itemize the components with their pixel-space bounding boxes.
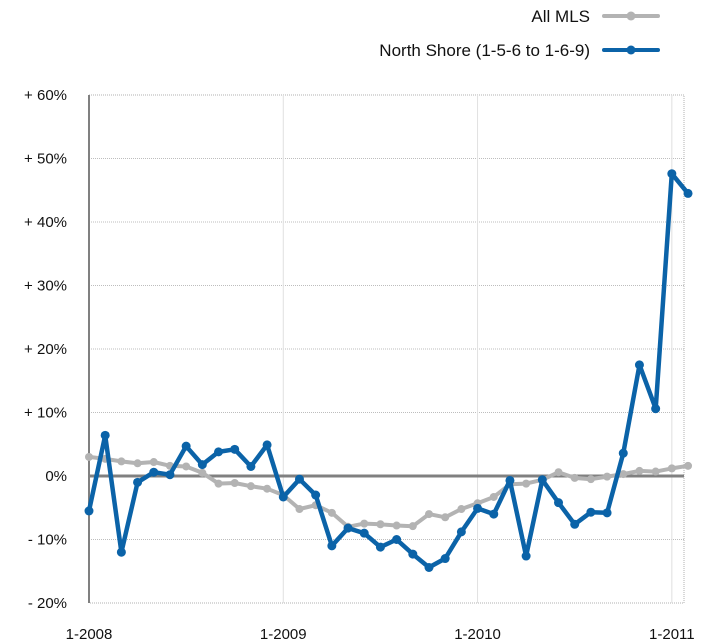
data-point-north-shore [667, 169, 677, 179]
series-line-north-shore [86, 171, 691, 570]
data-point-north-shore [634, 360, 644, 370]
y-tick-label: + 50% [24, 151, 67, 168]
data-point-north-shore [440, 554, 450, 564]
data-point-all-mls [263, 484, 272, 493]
data-point-north-shore [214, 447, 224, 457]
data-point-north-shore [537, 475, 547, 485]
data-point-north-shore [246, 461, 256, 471]
x-tick-label: 1-2008 [66, 626, 113, 643]
data-point-north-shore [100, 430, 110, 440]
data-point-all-mls [149, 458, 158, 467]
data-point-north-shore [456, 527, 466, 537]
data-point-north-shore [570, 519, 580, 529]
data-point-north-shore [311, 490, 321, 500]
data-point-north-shore [294, 474, 304, 484]
series-group [84, 169, 693, 572]
data-point-all-mls [198, 468, 207, 477]
data-point-north-shore [343, 523, 353, 533]
series-line-all-mls [87, 454, 690, 529]
data-point-all-mls [424, 510, 433, 519]
data-point-north-shore [84, 506, 94, 516]
y-tick-label: + 60% [24, 87, 67, 104]
legend-marker-north-shore [626, 45, 636, 55]
data-point-north-shore [149, 467, 159, 477]
data-point-north-shore [618, 448, 628, 458]
data-point-all-mls [457, 505, 466, 514]
data-point-north-shore [116, 547, 126, 557]
horizontal-gridlines [89, 158, 684, 540]
data-point-all-mls [376, 520, 385, 529]
data-point-north-shore [165, 470, 175, 480]
y-tick-label: + 10% [24, 405, 67, 422]
data-point-all-mls [570, 473, 579, 482]
legend-marker-all-mls [626, 11, 636, 21]
data-point-north-shore [683, 188, 693, 198]
y-tick-label: - 10% [28, 532, 67, 549]
data-point-all-mls [246, 482, 255, 491]
data-point-all-mls [295, 505, 304, 514]
data-point-north-shore [505, 475, 515, 485]
data-point-all-mls [684, 461, 693, 470]
data-point-north-shore [230, 444, 240, 454]
data-point-all-mls [441, 513, 450, 522]
y-tick-label: + 30% [24, 278, 67, 295]
data-point-north-shore [359, 528, 369, 538]
plot-frame [88, 94, 685, 604]
data-point-all-mls [619, 470, 628, 479]
data-point-north-shore [278, 492, 288, 502]
data-point-north-shore [651, 404, 661, 414]
data-point-all-mls [85, 452, 93, 461]
data-point-all-mls [489, 492, 498, 501]
data-point-all-mls [635, 466, 644, 475]
x-tick-label: 1-2011 [649, 626, 695, 643]
data-point-all-mls [586, 475, 595, 484]
data-point-all-mls [651, 467, 660, 476]
data-point-north-shore [197, 460, 207, 470]
x-tick-label: 1-2009 [260, 626, 307, 643]
data-point-north-shore [473, 503, 483, 513]
data-point-north-shore [262, 440, 272, 450]
data-point-all-mls [522, 479, 531, 488]
legend-label-all-mls: All MLS [531, 7, 590, 26]
legend: All MLS North Shore (1-5-6 to 1-6-9) [379, 7, 660, 60]
data-point-north-shore [408, 549, 418, 559]
data-point-all-mls [554, 468, 563, 477]
data-point-all-mls [360, 519, 369, 528]
data-point-north-shore [521, 551, 531, 561]
data-point-all-mls [230, 478, 239, 487]
data-point-north-shore [181, 441, 191, 451]
data-point-north-shore [602, 508, 612, 518]
data-point-all-mls [392, 521, 401, 530]
data-point-all-mls [408, 522, 417, 531]
legend-label-north-shore: North Shore (1-5-6 to 1-6-9) [379, 41, 590, 60]
data-point-north-shore [586, 507, 596, 517]
data-point-all-mls [133, 459, 142, 468]
data-point-north-shore [133, 477, 143, 487]
data-point-all-mls [117, 457, 126, 466]
y-tick-label: - 20% [28, 595, 67, 612]
y-tick-label: + 40% [24, 214, 67, 231]
data-point-north-shore [554, 498, 564, 508]
y-axis-tick-labels: + 60% + 50% + 40% + 30% + 20% + 10% 0% - 10% - 2… [24, 87, 67, 612]
data-point-north-shore [327, 541, 337, 551]
x-axis-tick-labels: 1-2008 1-2009 1-2010 1-2011 [66, 626, 695, 643]
data-point-all-mls [182, 462, 191, 471]
data-point-all-mls [214, 479, 223, 488]
data-point-north-shore [375, 542, 385, 552]
data-point-north-shore [489, 509, 499, 519]
x-tick-label: 1-2010 [454, 626, 501, 643]
data-point-all-mls [667, 464, 676, 473]
data-point-all-mls [603, 472, 612, 481]
y-tick-label: + 20% [24, 341, 67, 358]
data-point-all-mls [327, 508, 336, 517]
data-point-north-shore [392, 535, 402, 544]
y-tick-label: 0% [45, 468, 67, 485]
data-point-north-shore [424, 562, 434, 572]
